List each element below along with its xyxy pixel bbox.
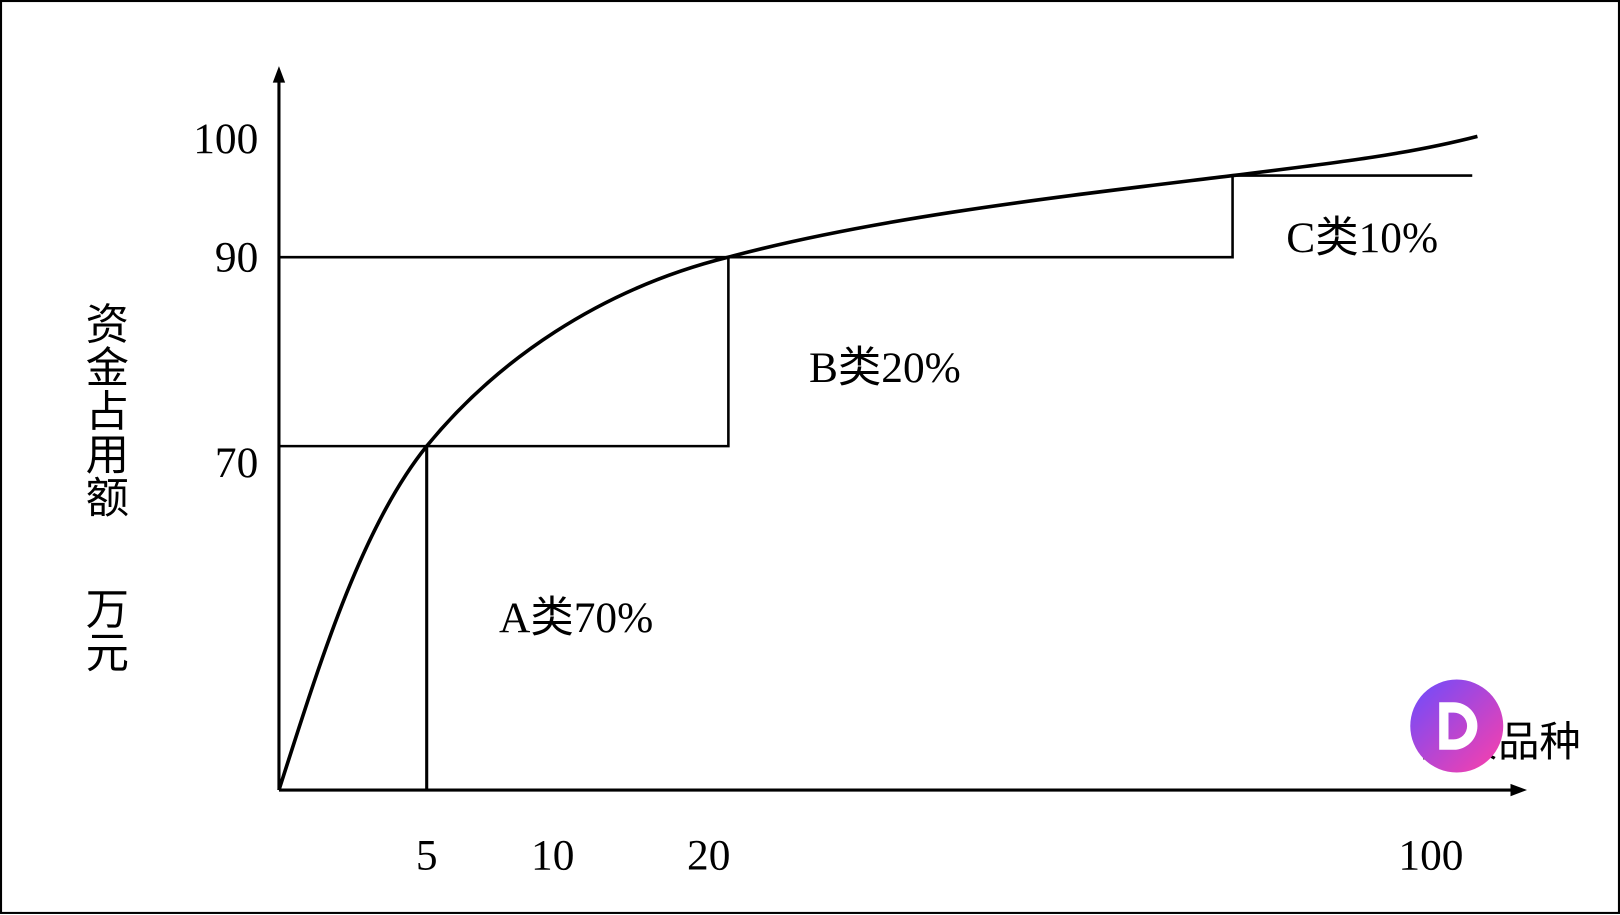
y-label: 90 <box>215 234 258 282</box>
watermark-glyph <box>1439 702 1478 750</box>
y-axis-title: 资金占用额 <box>78 302 128 519</box>
x-label: 10 <box>531 832 574 880</box>
y-label: 70 <box>215 439 258 487</box>
cumulative-curve <box>277 134 1478 791</box>
x-arrow <box>1510 783 1528 797</box>
x-label: 100 <box>1398 832 1463 880</box>
x-label: 5 <box>416 832 438 880</box>
class-boundary-c <box>278 174 1473 259</box>
watermark-logo <box>1410 679 1504 773</box>
annotation: B类20% <box>809 344 961 392</box>
y-label: 100 <box>193 115 258 163</box>
y-axis-unit: 万元 <box>78 587 128 674</box>
x-label: 20 <box>687 832 730 880</box>
y-arrow <box>272 66 286 83</box>
annotation: C类10% <box>1286 214 1438 262</box>
annotation: A类70% <box>499 594 653 642</box>
